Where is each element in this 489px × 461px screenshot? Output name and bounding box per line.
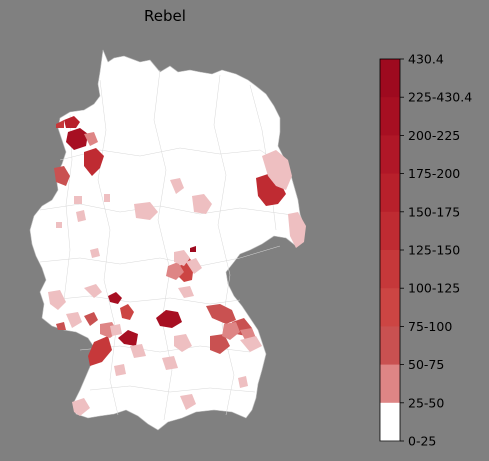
colorbar-segment — [380, 211, 400, 251]
colorbar-tick-label: 150-175 — [408, 204, 460, 219]
colorbar-segment — [380, 288, 400, 327]
colorbar-segment — [380, 135, 400, 175]
colorbar-tick-label: 225-430.4 — [408, 90, 472, 105]
colorbar-segment — [380, 97, 400, 136]
colorbar-segment — [380, 364, 400, 404]
colorbar-tick-label: 50-75 — [408, 357, 444, 372]
colorbar-segment — [380, 59, 400, 98]
colorbar-tick-label: 75-100 — [408, 319, 452, 334]
page-title: Rebel — [144, 7, 186, 25]
colorbar-tick-label: 0-25 — [408, 434, 436, 449]
colorbar-tick-label: 125-150 — [408, 243, 460, 258]
colorbar-tick-label: 200-225 — [408, 128, 460, 143]
district-fills — [48, 116, 306, 416]
colorbar-segment — [380, 326, 400, 366]
colorbar-segment — [380, 402, 400, 442]
colorbar-tick-label: 175-200 — [408, 166, 460, 181]
colorbar-segment — [380, 250, 400, 289]
colorbar-tick-label: 25-50 — [408, 395, 444, 410]
colorbar-segment — [380, 173, 400, 213]
colorbar-tick-label: 100-125 — [408, 281, 460, 296]
colorbar-tick-label: 430.4 — [408, 52, 444, 67]
